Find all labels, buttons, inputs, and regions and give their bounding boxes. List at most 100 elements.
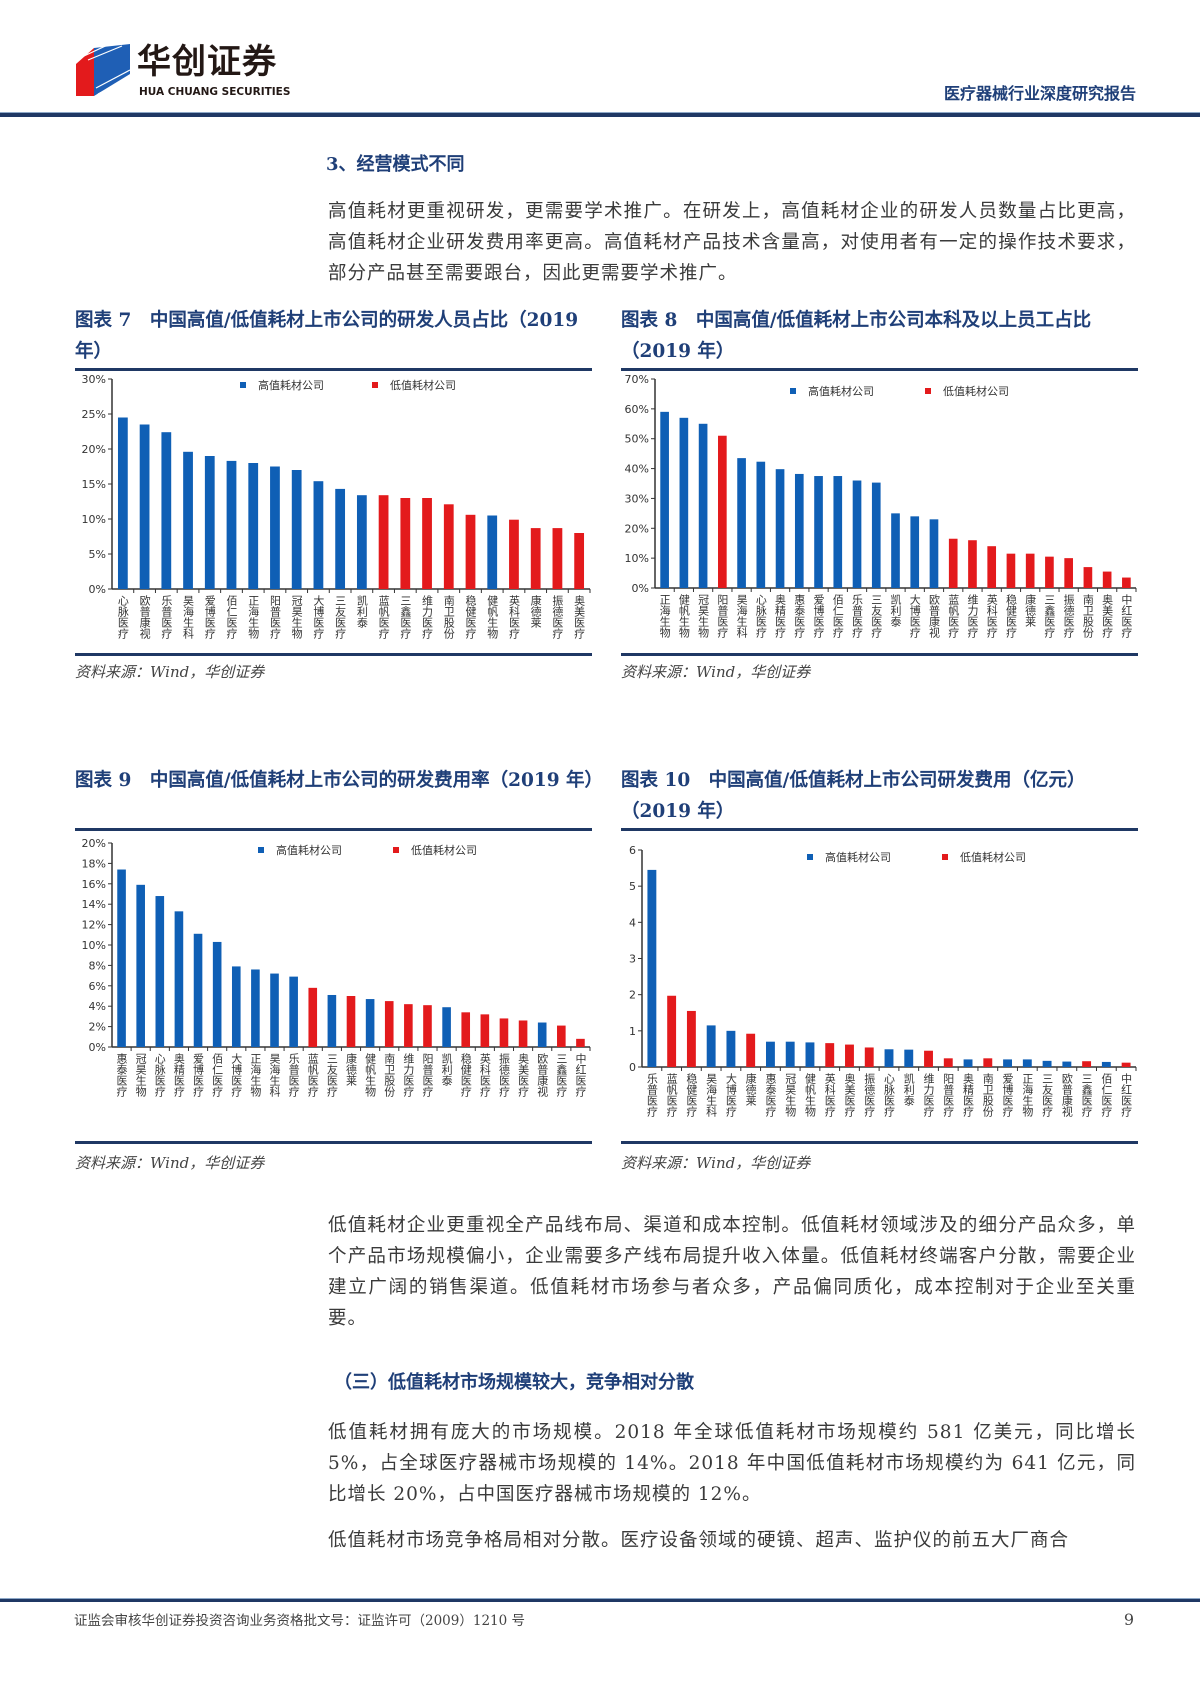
- x-tick-label: 冠昊生物: [784, 1073, 797, 1117]
- bar-维力医疗: [968, 540, 977, 588]
- x-tick-label: 昊海生科: [735, 594, 748, 638]
- bar-南卫股份: [983, 1058, 993, 1067]
- x-tick-label: 南卫股份: [1081, 594, 1094, 639]
- x-tick-label: 正海生物: [247, 595, 260, 639]
- figure-7-bottom-rule: [75, 653, 592, 656]
- x-tick-label: 三鑫医疗: [1043, 594, 1056, 639]
- x-tick-label: 爱博医疗: [192, 1053, 205, 1098]
- bar-中红医疗: [1121, 1062, 1131, 1067]
- bar-健帆生物: [805, 1042, 815, 1067]
- bar-英科医疗: [987, 546, 997, 588]
- legend-swatch-low: [942, 854, 948, 860]
- y-tick-label: 12%: [82, 919, 106, 932]
- bar-南卫股份: [384, 1001, 394, 1047]
- x-tick-label: 昊海生科: [182, 595, 195, 639]
- figure-8-bottom-rule: [621, 653, 1138, 656]
- bar-冠昊生物: [698, 423, 708, 588]
- x-tick-label: 稳健医疗: [685, 1072, 698, 1118]
- x-tick-label: 大博医疗: [230, 1052, 243, 1098]
- x-tick-label: 振德医疗: [1062, 593, 1075, 639]
- logo-chinese-name: 华创证券: [137, 42, 277, 82]
- bar-大博医疗: [313, 481, 324, 589]
- bar-健帆生物: [679, 417, 689, 588]
- legend-label-low: 低值耗材公司: [960, 850, 1026, 864]
- y-tick-label: 2%: [89, 1021, 106, 1034]
- bar-心脉医疗: [155, 896, 165, 1047]
- x-tick-label: 振德医疗: [497, 1052, 510, 1098]
- legend-label-high: 高值耗材公司: [276, 843, 342, 857]
- page-number: 9: [1123, 1610, 1134, 1629]
- y-tick-label: 8%: [89, 959, 106, 972]
- bar-康德莱: [1025, 553, 1035, 588]
- x-tick-label: 奥美医疗: [843, 1072, 856, 1118]
- x-tick-label: 凯利泰: [355, 595, 368, 628]
- y-tick-label: 40%: [625, 463, 649, 476]
- bar-大博医疗: [910, 516, 920, 588]
- x-tick-label: 大博医疗: [312, 594, 325, 640]
- subsection-heading: （三）低值耗材市场规模较大，竞争相对分散: [334, 1372, 694, 1393]
- x-tick-label: 大博医疗: [908, 593, 921, 639]
- x-tick-label: 中红医疗: [1120, 1073, 1133, 1118]
- x-tick-label: 奥精医疗: [774, 593, 787, 639]
- figure-7-source: 资料来源：Wind，华创证券: [75, 663, 265, 681]
- x-tick-label: 乐普医疗: [851, 594, 864, 639]
- bar-阳普医疗: [718, 435, 727, 588]
- bar-振德医疗: [499, 1018, 509, 1047]
- bar-惠泰医疗: [794, 473, 804, 588]
- x-tick-label: 凯利泰: [440, 1053, 453, 1086]
- bar-惠泰医疗: [117, 869, 126, 1047]
- x-tick-label: 欧普康视: [927, 594, 940, 638]
- legend-swatch-low: [393, 847, 399, 853]
- legend-swatch-high: [807, 854, 813, 860]
- bar-三友医疗: [327, 994, 337, 1047]
- body-paragraph-1: 低值耗材企业更重视全产品线布局、渠道和成本控制。低值耗材领域涉及的细分产品众多，…: [328, 1215, 1136, 1329]
- report-type: 医疗器械行业深度研究报告: [943, 84, 1136, 103]
- y-tick-label: 0%: [632, 582, 649, 595]
- x-tick-label: 三鑫医疗: [399, 595, 412, 640]
- bar-凯利泰: [891, 513, 900, 588]
- bar-冠昊生物: [136, 884, 145, 1047]
- x-tick-label: 惠泰医疗: [115, 1052, 128, 1098]
- y-tick-label: 20%: [82, 837, 106, 850]
- logo-english-name: HUA CHUANG SECURITIES: [139, 86, 291, 98]
- x-tick-label: 英科医疗: [478, 1052, 491, 1098]
- y-tick-label: 30%: [82, 373, 106, 386]
- bar-佰仁医疗: [212, 941, 222, 1047]
- bar-凯利泰: [442, 1007, 451, 1047]
- x-tick-label: 爱博医疗: [812, 594, 825, 639]
- bar-昊海生科: [706, 1025, 716, 1067]
- bar-三友医疗: [1042, 1060, 1052, 1067]
- bar-佰仁医疗: [226, 460, 237, 589]
- x-tick-label: 冠昊生物: [134, 1053, 147, 1097]
- bar-大博医疗: [231, 966, 241, 1047]
- legend-label-high: 高值耗材公司: [258, 378, 324, 392]
- x-tick-label: 南卫股份: [981, 1073, 994, 1118]
- bar-大博医疗: [726, 1030, 736, 1067]
- x-tick-label: 健帆生物: [364, 1053, 377, 1097]
- legend-label-low: 低值耗材公司: [411, 843, 477, 857]
- x-tick-label: 乐普医疗: [645, 1073, 658, 1118]
- bar-三鑫医疗: [1045, 556, 1054, 588]
- bar-心脉医疗: [117, 417, 128, 589]
- bar-奥精医疗: [963, 1059, 973, 1067]
- bar-三鑫医疗: [1082, 1061, 1092, 1067]
- x-tick-label: 爱博医疗: [1001, 1073, 1014, 1118]
- y-tick-label: 14%: [82, 898, 106, 911]
- x-tick-label: 英科医疗: [985, 593, 998, 639]
- bar-欧普康视: [537, 1022, 547, 1047]
- x-tick-label: 健帆生物: [803, 1073, 816, 1117]
- x-tick-label: 维力医疗: [966, 594, 979, 639]
- bar-奥美医疗: [1102, 571, 1112, 588]
- y-tick-label: 20%: [82, 443, 106, 456]
- y-tick-label: 10%: [82, 939, 106, 952]
- x-tick-label: 康德莱: [529, 594, 542, 629]
- figure-8-top-rule: [621, 368, 1138, 371]
- bar-稳健医疗: [461, 1012, 471, 1047]
- x-tick-label: 维力医疗: [922, 1073, 935, 1118]
- x-tick-label: 南卫股份: [383, 1053, 396, 1098]
- figure-8-title: 图表 8 中国高值/低值耗材上市公司本科及以上员工占比（2019 年）: [621, 310, 1092, 362]
- bar-振德医疗: [864, 1047, 874, 1067]
- x-tick-label: 蓝帆医疗: [377, 595, 390, 640]
- bar-三鑫医疗: [400, 498, 411, 589]
